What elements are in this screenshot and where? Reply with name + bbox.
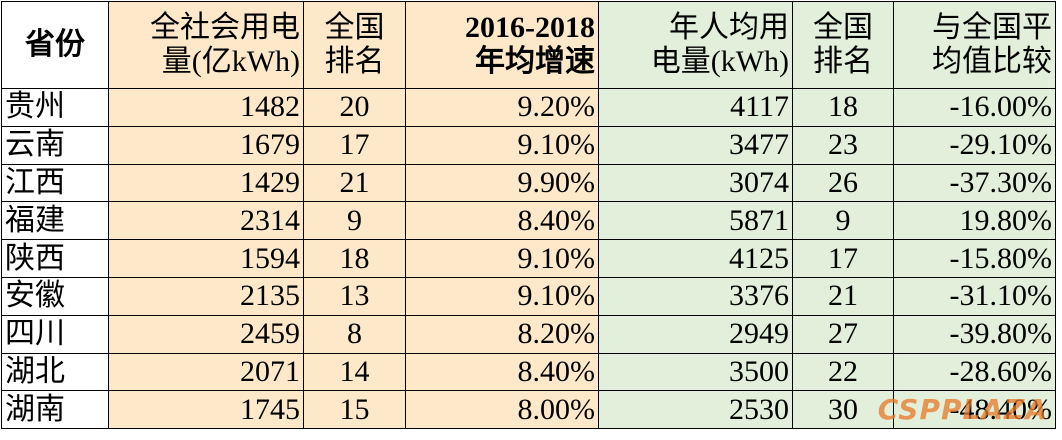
table-cell: 9.10% [405, 125, 599, 165]
table-cell: 云南 [1, 125, 109, 165]
header-line: 与全国平 [932, 11, 1052, 44]
table-cell: 19.80% [893, 201, 1056, 241]
table-row: 福建 2314 9 8.40% 5871 9 19.80% [1, 201, 1056, 241]
table-cell: 9.10% [405, 239, 599, 278]
header-line: 年人均用 [669, 11, 789, 44]
table-cell: 2071 [108, 352, 304, 392]
table-cell: 14 [303, 352, 406, 392]
header-line: 全国 [324, 11, 385, 44]
table-cell: 3376 [598, 276, 793, 316]
table-row: 安徽 2135 13 9.10% 3376 21 -31.10% [1, 276, 1056, 316]
table-cell: 9.20% [405, 88, 599, 127]
table-cell: 2314 [108, 201, 304, 241]
table-cell: 湖北 [1, 352, 109, 392]
table-row: 陕西 1594 18 9.10% 4125 17 -15.80% [1, 239, 1056, 278]
table-cell: 8.20% [405, 314, 599, 354]
table-cell: 8.40% [405, 352, 599, 392]
table-cell: 21 [792, 276, 894, 316]
table-cell: 13 [303, 276, 406, 316]
header-line: 全社会用电 [150, 11, 300, 44]
table-cell: 4125 [598, 239, 793, 278]
table-cell: 8.00% [405, 390, 599, 430]
header-line: 年均增速 [475, 45, 595, 78]
table-cell: 2530 [598, 390, 793, 430]
table-cell: 21 [303, 163, 406, 203]
table-cell: 3477 [598, 125, 793, 165]
table-cell: 9.10% [405, 276, 599, 316]
table-cell: 贵州 [1, 88, 109, 127]
table-cell: 4117 [598, 88, 793, 127]
table-cell: 3500 [598, 352, 793, 392]
table-cell: 2949 [598, 314, 793, 354]
table-cell: 1482 [108, 88, 304, 127]
header-line: 量(亿kWh) [161, 45, 300, 78]
header-line: 均值比较 [932, 45, 1052, 78]
header-line: 排名 [324, 45, 385, 78]
table-cell: -29.10% [893, 125, 1056, 165]
table-cell: 20 [303, 88, 406, 127]
table-cell: -48.40% [893, 390, 1056, 430]
table-cell: 9.90% [405, 163, 599, 203]
table-cell: 22 [792, 352, 894, 392]
table-cell: 2135 [108, 276, 304, 316]
table-cell: 17 [792, 239, 894, 278]
table-cell: -39.80% [893, 314, 1056, 354]
header-line: 全国 [813, 11, 873, 44]
table-cell: 陕西 [1, 239, 109, 278]
table-cell: 湖南 [1, 390, 109, 430]
table-cell: 18 [303, 239, 406, 278]
table-row: 云南 1679 17 9.10% 3477 23 -29.10% [1, 125, 1056, 165]
table-cell: 1679 [108, 125, 304, 165]
table-cell: -16.00% [893, 88, 1056, 127]
table-cell: 9 [303, 201, 406, 241]
header-cell: 与全国平 均值比较 [893, 1, 1056, 89]
table-cell: 23 [792, 125, 894, 165]
table-row: 四川 2459 8 8.20% 2949 27 -39.80% [1, 314, 1056, 354]
table-cell: 1594 [108, 239, 304, 278]
table-cell: 1429 [108, 163, 304, 203]
table-cell: 8.40% [405, 201, 599, 241]
table-cell: 2459 [108, 314, 304, 354]
header-cell: 全国 排名 [792, 1, 894, 89]
table-cell: -31.10% [893, 276, 1056, 316]
table-cell: 江西 [1, 163, 109, 203]
table-row: 贵州 1482 20 9.20% 4117 18 -16.00% [1, 88, 1056, 127]
header-cell: 全社会用电 量(亿kWh) [108, 1, 304, 89]
table-row: 江西 1429 21 9.90% 3074 26 -37.30% [1, 163, 1056, 203]
table-cell: 安徽 [1, 276, 109, 316]
table-cell: 9 [792, 201, 894, 241]
table-cell: 26 [792, 163, 894, 203]
table-cell: 17 [303, 125, 406, 165]
table-cell: -15.80% [893, 239, 1056, 278]
table-cell: 1745 [108, 390, 304, 430]
table-cell: 5871 [598, 201, 793, 241]
header-row: 省份 全社会用电 量(亿kWh) 全国 排名 2016-2018 年均增速 年人均用 电量(kW… [1, 1, 1056, 89]
data-table: 省份 全社会用电 量(亿kWh) 全国 排名 2016-2018 年均增速 年人均用 电量(kW… [1, 1, 1056, 430]
header-cell: 年人均用 电量(kWh) [598, 1, 793, 89]
table-row: 湖南 1745 15 8.00% 2530 30 -48.40% [1, 390, 1056, 430]
header-cell: 2016-2018 年均增速 [405, 1, 599, 89]
header-cell: 全国 排名 [303, 1, 406, 89]
header-line: 排名 [813, 45, 873, 78]
table-cell: 30 [792, 390, 894, 430]
table-cell: 3074 [598, 163, 793, 203]
header-line: 电量(kWh) [650, 45, 789, 78]
table-row: 湖北 2071 14 8.40% 3500 22 -28.60% [1, 352, 1056, 392]
table-cell: 8 [303, 314, 406, 354]
header-line: 2016-2018 [465, 11, 595, 44]
table-cell: -37.30% [893, 163, 1056, 203]
table-cell: 福建 [1, 201, 109, 241]
table-cell: 15 [303, 390, 406, 430]
table-cell: -28.60% [893, 352, 1056, 392]
table-cell: 18 [792, 88, 894, 127]
table-cell: 27 [792, 314, 894, 354]
table-cell: 四川 [1, 314, 109, 354]
watermark: CSPPLAZA [877, 393, 1048, 426]
header-line: 省份 [25, 28, 85, 61]
header-cell: 省份 [1, 1, 109, 89]
